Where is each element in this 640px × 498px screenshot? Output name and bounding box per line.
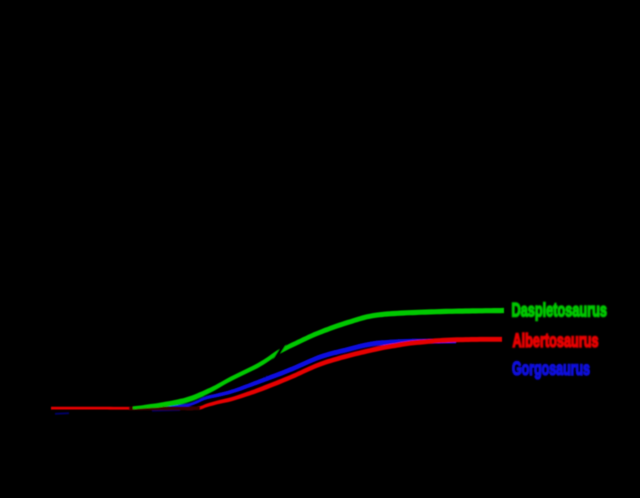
svg-text:Gorgosaurus: Gorgosaurus — [512, 359, 590, 380]
svg-text:Daspletosaurus: Daspletosaurus — [512, 300, 608, 321]
svg-text:Albertosaurus: Albertosaurus — [513, 331, 599, 352]
